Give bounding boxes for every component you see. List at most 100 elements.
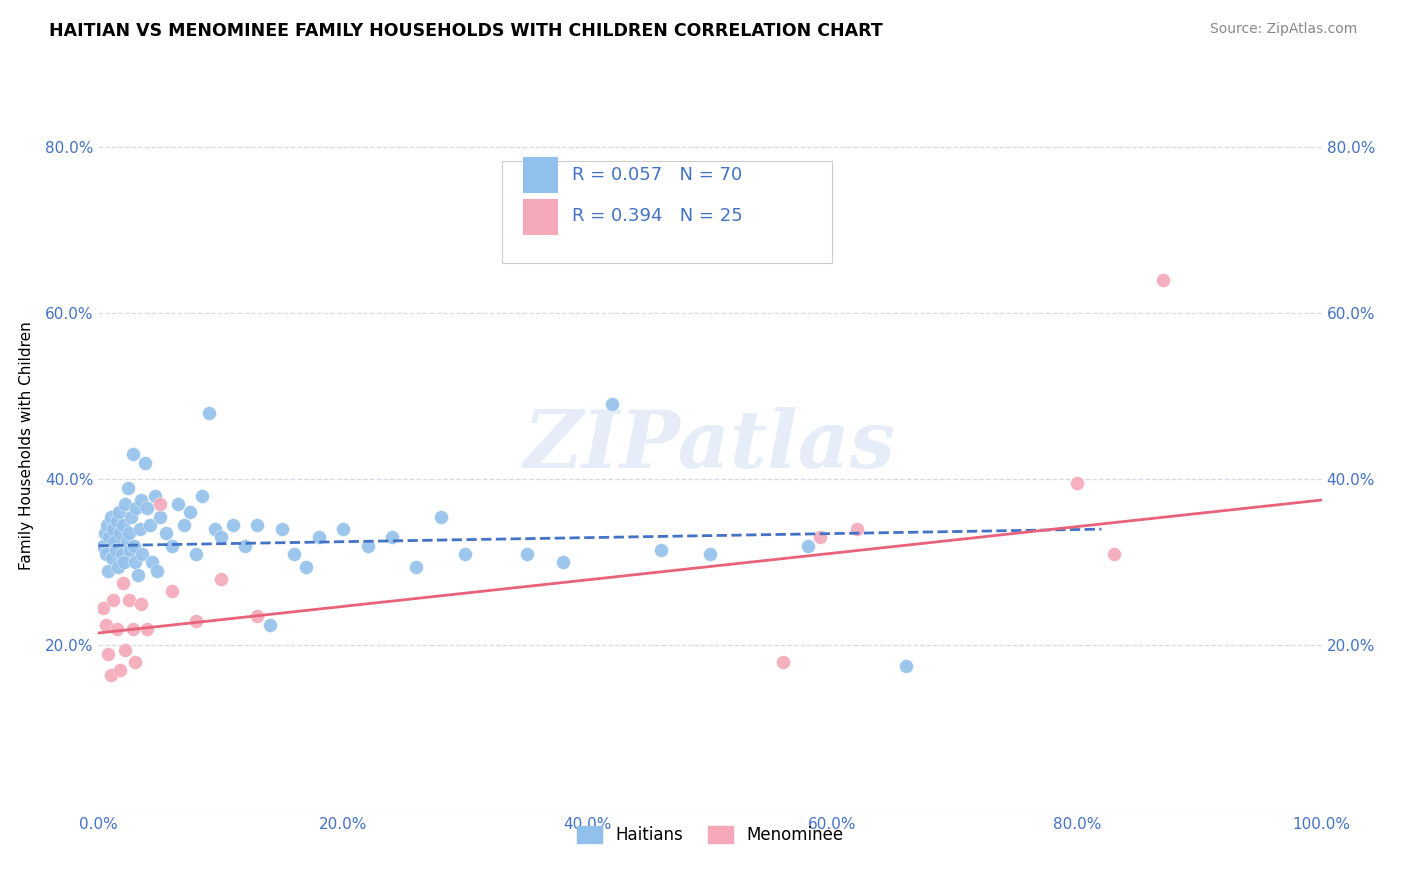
Point: [114, 497, 136, 511]
Point: [699, 547, 721, 561]
Point: [553, 555, 575, 569]
Point: [94, 547, 117, 561]
Point: [160, 584, 183, 599]
Point: [209, 530, 232, 544]
Point: [356, 539, 378, 553]
Point: [1152, 273, 1174, 287]
Point: [117, 481, 139, 495]
Point: [103, 534, 125, 549]
Point: [121, 622, 143, 636]
Point: [308, 530, 330, 544]
Point: [143, 489, 166, 503]
Point: [131, 547, 153, 561]
Point: [179, 506, 201, 520]
Point: [191, 489, 214, 503]
Point: [112, 555, 135, 569]
Point: [808, 530, 831, 544]
Point: [120, 542, 142, 557]
Point: [101, 551, 124, 566]
Point: [845, 522, 868, 536]
Point: [118, 592, 141, 607]
Point: [93, 526, 115, 541]
Point: [98, 530, 121, 544]
Point: [222, 518, 245, 533]
Point: [146, 564, 169, 578]
Text: Source: ZipAtlas.com: Source: ZipAtlas.com: [1209, 22, 1357, 37]
Point: [209, 572, 232, 586]
Point: [149, 509, 172, 524]
Point: [259, 617, 281, 632]
Point: [127, 567, 149, 582]
Point: [233, 539, 256, 553]
Legend: Haitians, Menominee: Haitians, Menominee: [569, 820, 851, 851]
Point: [115, 534, 138, 549]
Point: [283, 547, 305, 561]
Point: [1066, 476, 1088, 491]
Point: [650, 542, 672, 557]
Point: [114, 642, 136, 657]
Point: [91, 601, 114, 615]
Point: [246, 518, 269, 533]
Point: [108, 506, 131, 520]
Point: [186, 547, 208, 561]
Point: [111, 576, 134, 591]
Point: [129, 597, 152, 611]
Point: [97, 647, 120, 661]
Text: R = 0.057   N = 70: R = 0.057 N = 70: [572, 166, 742, 184]
Point: [141, 555, 163, 569]
Point: [295, 559, 318, 574]
Point: [167, 497, 190, 511]
Point: [246, 609, 269, 624]
Point: [430, 509, 453, 524]
Point: [121, 447, 143, 461]
Point: [91, 539, 114, 553]
Point: [197, 406, 219, 420]
Point: [111, 518, 134, 533]
Point: [186, 614, 208, 628]
Point: [515, 547, 537, 561]
Point: [122, 539, 145, 553]
Point: [107, 559, 129, 574]
Point: [600, 397, 623, 411]
Point: [101, 592, 124, 607]
Point: [772, 655, 794, 669]
Text: HAITIAN VS MENOMINEE FAMILY HOUSEHOLDS WITH CHILDREN CORRELATION CHART: HAITIAN VS MENOMINEE FAMILY HOUSEHOLDS W…: [49, 22, 883, 40]
Point: [136, 622, 159, 636]
Point: [797, 539, 820, 553]
Point: [155, 526, 177, 541]
Point: [139, 518, 162, 533]
Point: [134, 456, 156, 470]
Point: [332, 522, 354, 536]
Point: [101, 522, 124, 536]
Point: [1102, 547, 1125, 561]
Point: [110, 664, 132, 678]
Point: [105, 622, 128, 636]
Point: [97, 564, 120, 578]
Point: [894, 659, 917, 673]
Point: [129, 522, 152, 536]
Point: [405, 559, 427, 574]
Point: [381, 530, 404, 544]
Point: [129, 493, 152, 508]
Point: [118, 526, 141, 541]
Point: [94, 617, 117, 632]
Text: ZIPatlas: ZIPatlas: [524, 408, 896, 484]
Point: [136, 501, 159, 516]
Point: [160, 539, 183, 553]
Point: [173, 518, 195, 533]
Point: [100, 509, 122, 524]
Point: [125, 501, 148, 516]
FancyBboxPatch shape: [502, 161, 832, 263]
Bar: [523, 157, 557, 192]
Point: [111, 547, 134, 561]
Point: [124, 555, 146, 569]
Point: [96, 518, 118, 533]
Point: [204, 522, 226, 536]
Point: [454, 547, 477, 561]
Bar: [523, 199, 557, 234]
Point: [120, 509, 142, 524]
Text: R = 0.394   N = 25: R = 0.394 N = 25: [572, 207, 742, 226]
Y-axis label: Family Households with Children: Family Households with Children: [18, 322, 34, 570]
Point: [124, 655, 146, 669]
Point: [270, 522, 294, 536]
